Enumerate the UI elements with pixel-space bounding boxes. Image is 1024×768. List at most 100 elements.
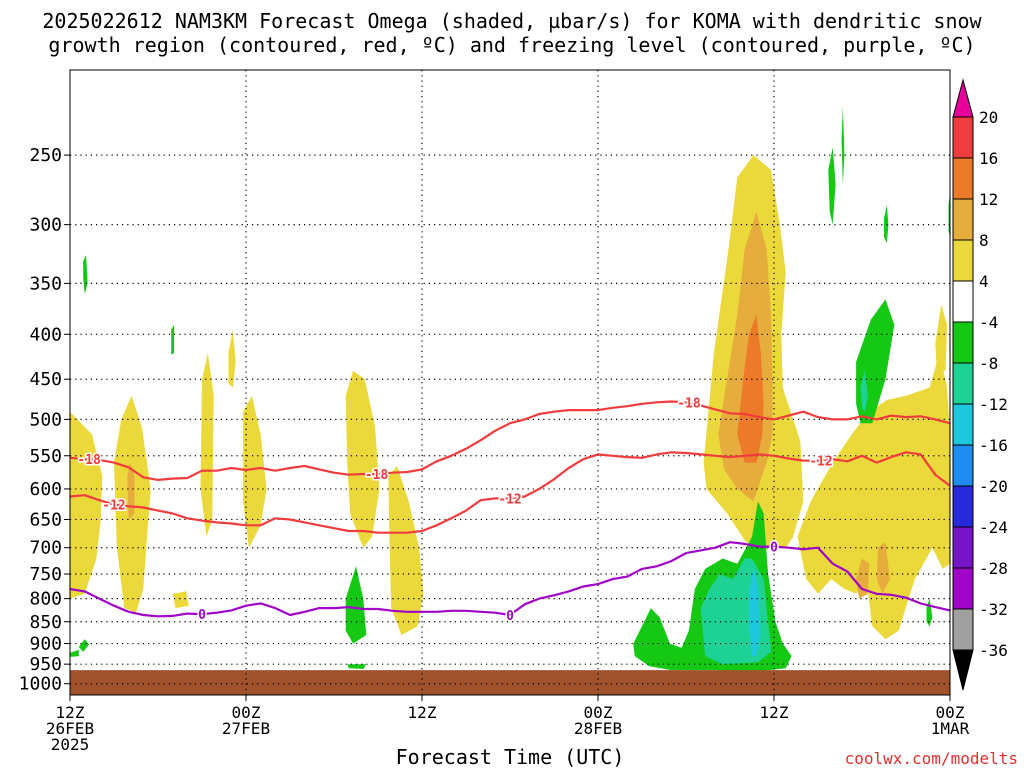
omega-region-cn4: [926, 598, 933, 627]
colorbar-label: -8: [979, 354, 998, 373]
omega-region-cn8: [860, 370, 868, 412]
colorbar-label: -20: [979, 477, 1008, 496]
colorbar-label: -16: [979, 436, 1008, 455]
y-tick-label-850: 850: [29, 612, 62, 633]
omega-region-c4: [228, 329, 236, 388]
chart-title-line-1: 2025022612 NAM3KM Forecast Omega (shaded…: [42, 9, 982, 33]
x-tick-label: 28FEB: [574, 719, 622, 738]
colorbar-label: 12: [979, 190, 998, 209]
y-tick-label-250: 250: [29, 145, 62, 166]
colorbar-swatch: [952, 280, 974, 323]
colorbar-swatch: [952, 239, 974, 282]
contour-0: [70, 541, 950, 618]
y-tick-label-800: 800: [29, 589, 62, 610]
omega-region-c8: [876, 542, 890, 594]
omega-shading: [70, 106, 950, 673]
omega-region-cn4: [345, 566, 367, 644]
omega-region-c4: [200, 352, 214, 537]
x-tick-label: 2025: [51, 735, 90, 754]
plot-frame: [69, 69, 951, 696]
colorbar-swatch: [952, 444, 974, 487]
colorbar-label: -32: [979, 600, 1008, 619]
omega-region-cn4: [884, 205, 889, 244]
colorbar-label: -28: [979, 559, 1008, 578]
contour-label-0: 0: [770, 541, 778, 556]
omega-region-cn12: [749, 568, 761, 657]
y-tick-label-300: 300: [29, 215, 62, 236]
y-tick-label-900: 900: [29, 634, 62, 655]
ground-fill: [70, 670, 950, 695]
omega-region-cn4: [83, 255, 88, 295]
colorbar-swatch: [952, 116, 974, 159]
colorbar-swatch: [952, 362, 974, 405]
colorbar-label: -36: [979, 641, 1008, 660]
y-tick-label-700: 700: [29, 538, 62, 559]
y-tick-label-550: 550: [29, 446, 62, 467]
colorbar-bottom-arrow: [952, 649, 974, 691]
contour-label--12: -12: [102, 499, 125, 514]
pressure-axis: 2503003504004505005506006507007508008509…: [19, 145, 70, 695]
x-tick-label: 12Z: [56, 703, 85, 722]
colorbar-swatch: [952, 608, 974, 651]
contour-label--12: -12: [498, 492, 521, 507]
colorbar-swatch: [952, 321, 974, 364]
contour--18: [70, 400, 950, 481]
omega-region-cn4: [171, 324, 175, 355]
omega-region-c4: [243, 395, 267, 548]
colorbar-label: 8: [979, 231, 989, 250]
x-tick-label: 12Z: [408, 703, 437, 722]
colorbar-label: 20: [979, 108, 998, 127]
omega-region-cn4: [78, 639, 90, 652]
colorbar: 20 16 12 8 4 -4 -8 -12 -16 -20 -24 -28 -32 -36: [952, 78, 1008, 691]
omega-region-c4: [172, 591, 189, 609]
y-tick-label-1000: 1000: [19, 674, 62, 695]
colorbar-swatch: [952, 403, 974, 446]
y-tick-label-750: 750: [29, 564, 62, 585]
grid-lines: [70, 70, 950, 695]
colorbar-swatch: [952, 526, 974, 569]
x-tick-label: 00Z: [936, 703, 965, 722]
colorbar-swatch: [952, 198, 974, 241]
x-axis-label: Forecast Time (UTC): [396, 745, 625, 768]
colorbar-label: -4: [979, 313, 998, 332]
omega-region-c12: [737, 314, 764, 463]
y-tick-label-950: 950: [29, 654, 62, 675]
omega-region-c8: [856, 558, 870, 599]
contour-label--18: -18: [677, 396, 701, 411]
contour-label-0: 0: [506, 609, 514, 624]
colorbar-swatch: [952, 567, 974, 610]
chart-title-line-2: growth region (contoured, red, ºC) and f…: [48, 33, 975, 57]
colorbar-label: 16: [979, 149, 998, 168]
colorbar-swatch: [952, 157, 974, 200]
contour-label--18: -18: [77, 453, 101, 468]
contour--12: [70, 451, 950, 534]
x-tick-label: 1MAR: [931, 719, 970, 738]
omega-region-cn4: [70, 649, 79, 657]
contour-label--18: -18: [365, 468, 389, 483]
omega-region-c4: [797, 352, 950, 640]
credit-text: coolwx.com/modelts: [845, 749, 1018, 768]
omega-region-c4: [935, 304, 948, 371]
x-tick-label: 00Z: [232, 703, 261, 722]
y-tick-label-400: 400: [29, 324, 62, 345]
colorbar-top-arrow: [952, 78, 974, 118]
y-tick-label-450: 450: [29, 369, 62, 390]
y-tick-label-500: 500: [29, 409, 62, 430]
x-tick-label: 27FEB: [222, 719, 270, 738]
contour-label--12: -12: [809, 455, 832, 470]
colorbar-swatch: [952, 485, 974, 528]
y-tick-label-650: 650: [29, 509, 62, 530]
omega-region-c4: [388, 466, 424, 635]
omega-region-c4: [345, 370, 380, 548]
colorbar-label: -12: [979, 395, 1008, 414]
omega-region-cn4: [841, 106, 845, 185]
colorbar-label: 4: [979, 272, 989, 291]
omega-region-cn4: [347, 664, 367, 669]
contour-label-0: 0: [198, 608, 206, 623]
x-tick-label: 12Z: [760, 703, 789, 722]
x-tick-label: 26FEB: [46, 719, 94, 738]
x-tick-label: 00Z: [584, 703, 613, 722]
y-tick-label-600: 600: [29, 479, 62, 500]
